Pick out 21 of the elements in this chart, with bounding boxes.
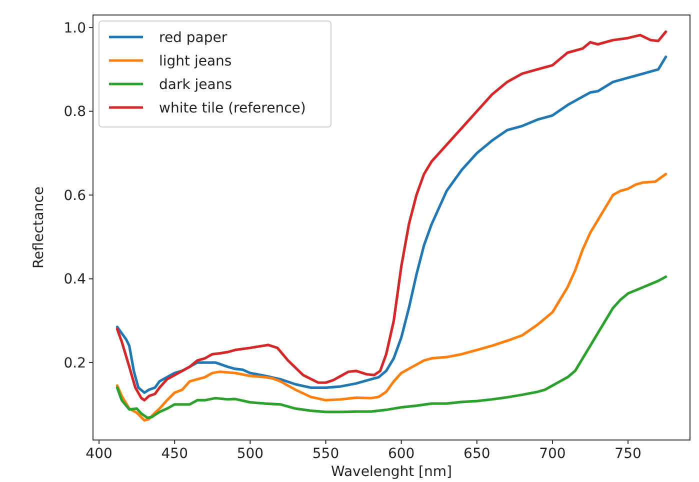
- x-tick-label: 750: [614, 446, 642, 462]
- x-tick-label: 650: [464, 446, 490, 462]
- line-series: [116, 172, 668, 422]
- x-tick-label: 450: [161, 446, 188, 462]
- legend-label: dark jeans: [159, 76, 232, 93]
- x-tick-label: 400: [86, 446, 112, 462]
- line-series: [116, 275, 668, 420]
- y-tick-label: 1.0: [64, 20, 86, 36]
- x-tick-label: 600: [388, 446, 415, 462]
- legend-label: red paper: [159, 30, 228, 46]
- y-axis-title: Reflectance: [31, 186, 47, 269]
- x-tick-label: 550: [312, 446, 340, 462]
- x-tick-label: 700: [539, 446, 566, 462]
- y-tick-label: 0.8: [64, 104, 86, 120]
- legend-label: white tile (reference): [159, 100, 306, 116]
- y-tick-label: 0.2: [64, 355, 86, 372]
- x-tick-label: 500: [236, 446, 264, 462]
- legend-label: light jeans: [159, 53, 232, 70]
- y-tick-label: 0.6: [64, 188, 86, 204]
- y-tick-label: 0.4: [64, 272, 86, 288]
- x-axis-title: Wavelenght [nm]: [331, 464, 452, 480]
